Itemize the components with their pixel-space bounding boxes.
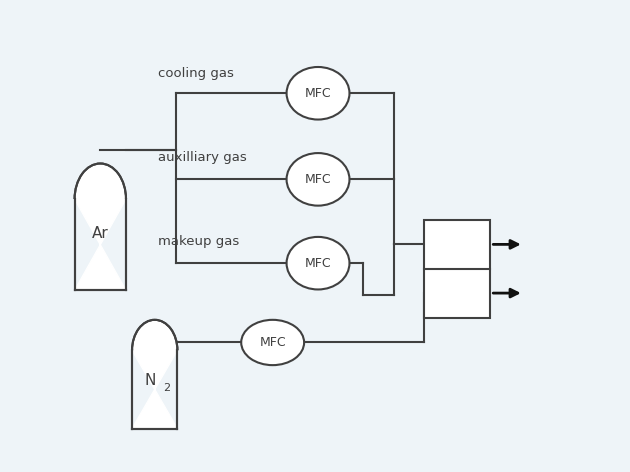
Ellipse shape — [287, 237, 350, 289]
Text: MFC: MFC — [305, 87, 331, 100]
Text: cooling gas: cooling gas — [158, 67, 234, 80]
Bar — [424, 220, 490, 318]
Text: N: N — [144, 373, 156, 388]
Text: auxilliary gas: auxilliary gas — [158, 152, 246, 164]
Text: Ar: Ar — [92, 226, 108, 241]
Bar — [424, 220, 490, 318]
Polygon shape — [132, 320, 178, 429]
Text: MFC: MFC — [260, 336, 286, 349]
Text: MFC: MFC — [305, 257, 331, 270]
Text: MFC: MFC — [305, 173, 331, 186]
Ellipse shape — [287, 67, 350, 119]
Ellipse shape — [241, 320, 304, 365]
Polygon shape — [74, 163, 126, 290]
Text: makeup gas: makeup gas — [158, 235, 239, 248]
Ellipse shape — [287, 153, 350, 206]
Text: 2: 2 — [163, 383, 170, 393]
